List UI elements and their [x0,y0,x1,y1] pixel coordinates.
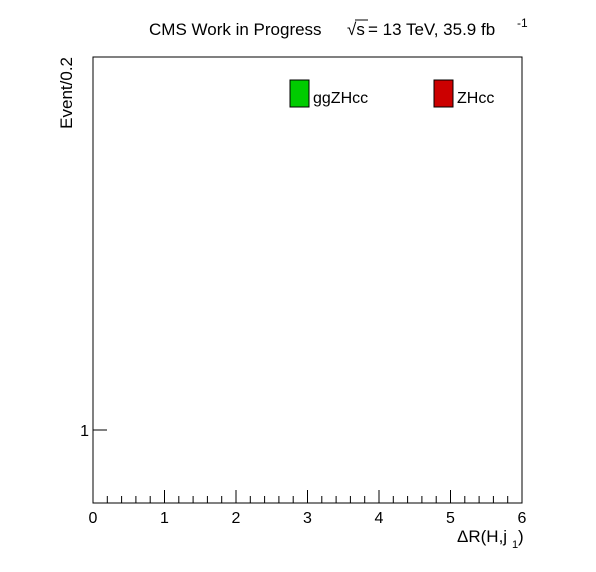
x-tick-label: 4 [375,510,384,527]
legend-label-zhcc: ZHcc [457,90,494,107]
legend: ggZHcc ZHcc [289,79,494,108]
sqrt-s-symbol: √s [347,20,365,39]
plot-frame [92,56,523,504]
legend-swatch-ggzhcc [289,79,310,108]
x-tick-label: 0 [89,510,98,527]
x-axis-label-close: ) [518,527,524,546]
y-tick-label-1: 1 [80,423,89,440]
x-axis-tick-labels: 0 1 2 3 4 5 6 [89,510,527,527]
x-axis-label-main: ΔR(H,j [457,527,507,546]
x-tick-label: 3 [303,510,312,527]
energy-lumi-label: = 13 TeV, 35.9 fb [368,20,495,39]
legend-swatch-zhcc [433,79,454,108]
x-tick-label: 5 [446,510,455,527]
x-tick-label: 1 [160,510,169,527]
x-axis-ticks [92,490,523,503]
x-tick-label: 2 [232,510,241,527]
legend-label-ggzhcc: ggZHcc [313,90,368,107]
x-tick-label: 6 [518,510,527,527]
x-axis-label-subscript: 1 [512,539,518,551]
y-axis-label: Event/0.2 [57,57,76,129]
lumi-exponent: -1 [517,16,528,30]
experiment-label: CMS Work in Progress [149,20,322,39]
